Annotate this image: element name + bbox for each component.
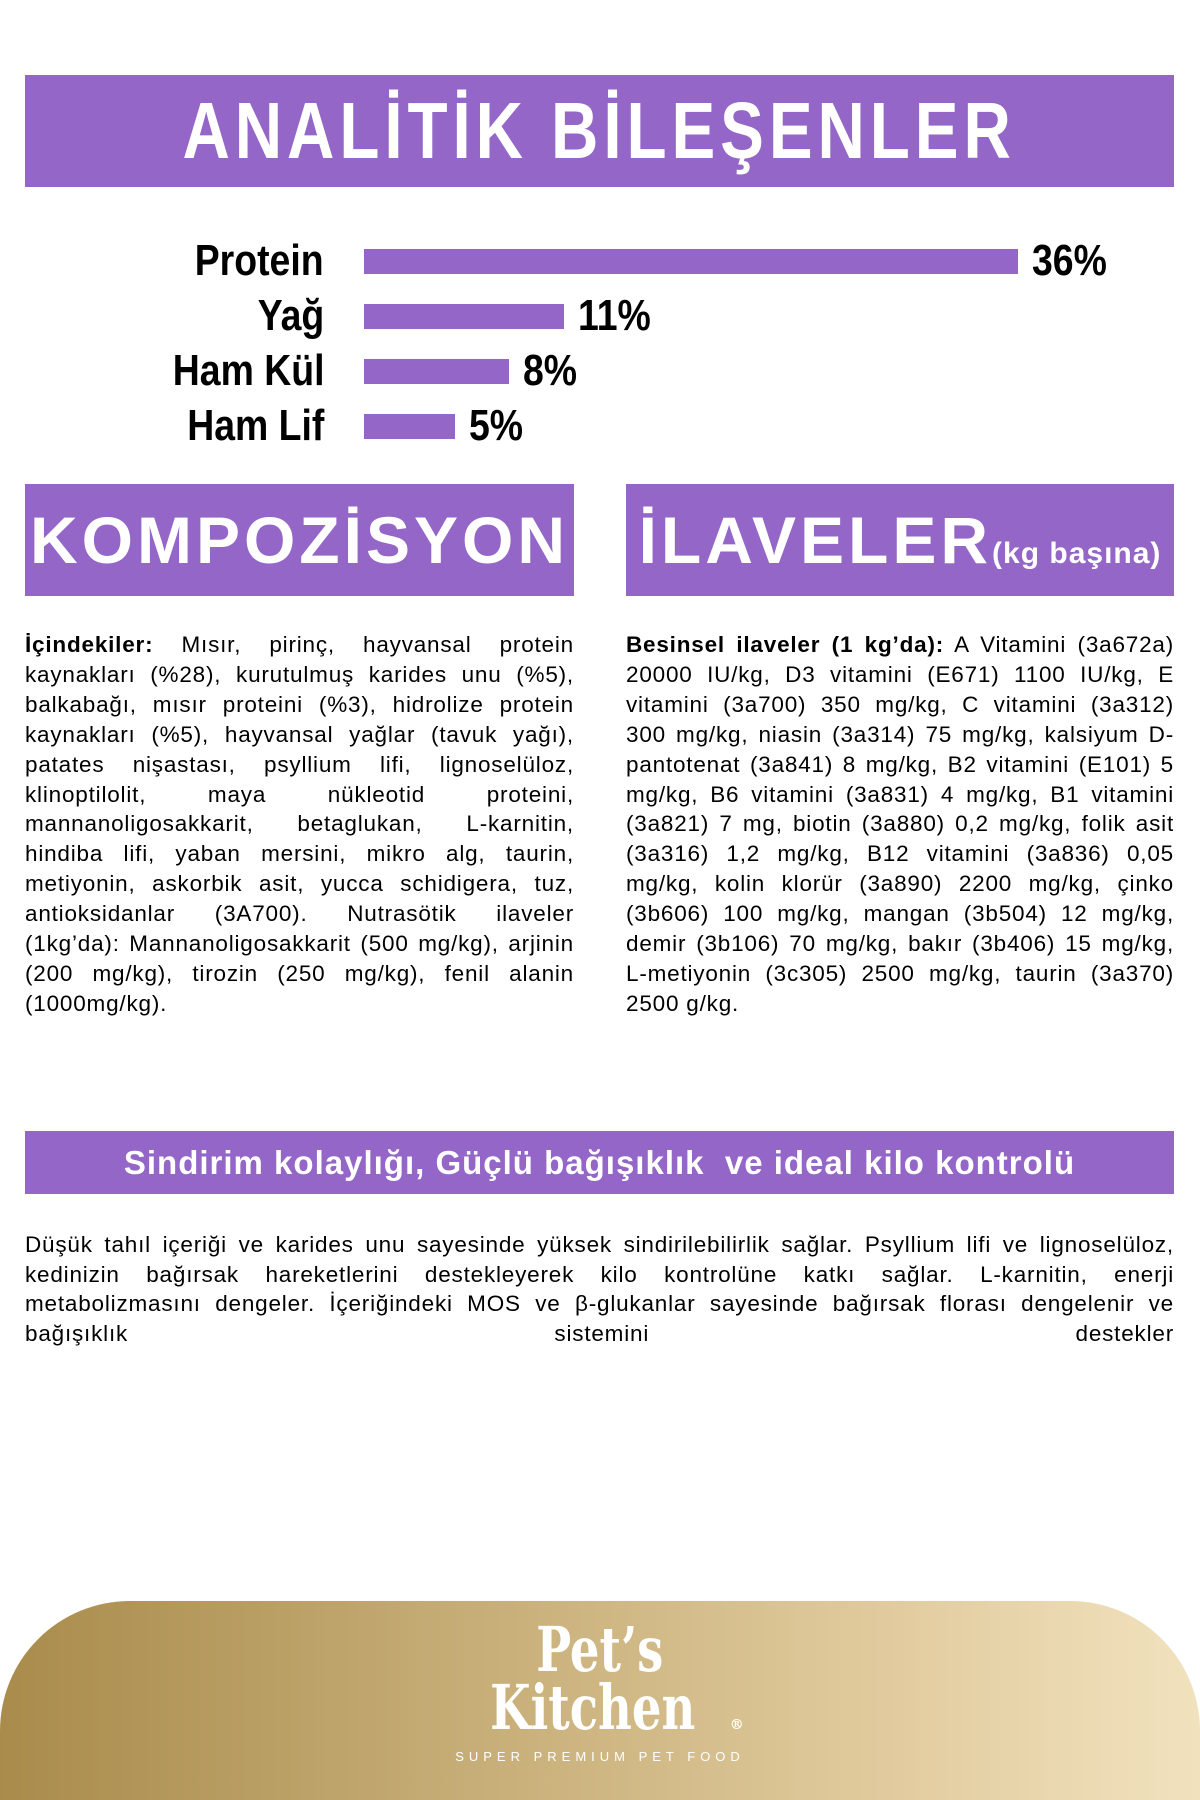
composition-header: KOMPOZİSYON bbox=[25, 484, 574, 596]
additives-heading-suffix: (kg başına) bbox=[992, 537, 1162, 570]
bar bbox=[364, 249, 1018, 274]
logo-tagline: SUPER PREMIUM PET FOOD bbox=[455, 1749, 745, 1764]
page-title: ANALİTİK BİLEŞENLER bbox=[182, 86, 1017, 175]
logo-line-2: Kitchen bbox=[490, 1671, 696, 1744]
bar-label: Ham Lif bbox=[186, 401, 324, 450]
additives-header: İLAVELER (kg başına) bbox=[626, 484, 1174, 596]
benefits-banner: Sindirim kolaylığı, Güçlü bağışıklık ve … bbox=[25, 1131, 1174, 1194]
benefits-banner-text: Sindirim kolaylığı, Güçlü bağışıklık ve … bbox=[123, 1143, 1076, 1181]
additives-text: Besinsel ilaveler (1 kg’da): A Vitamini … bbox=[626, 630, 1174, 1019]
bar-row: Protein 36% bbox=[0, 236, 1200, 286]
logo-line-1: Pet’s bbox=[536, 1613, 664, 1686]
registered-mark: ® bbox=[729, 1717, 744, 1733]
additives-label: Besinsel ilaveler (1 kg’da): bbox=[626, 632, 945, 657]
bar-value-label: 11% bbox=[578, 291, 651, 340]
benefits-paragraph: Düşük tahıl içeriği ve karides unu sayes… bbox=[25, 1232, 1174, 1346]
bar bbox=[364, 414, 455, 439]
bar-label: Yağ bbox=[257, 291, 324, 340]
composition-heading: KOMPOZİSYON bbox=[29, 503, 570, 577]
composition-text: İçindekiler: Mısır, pirinç, hayvansal pr… bbox=[25, 630, 574, 1019]
bar-row: Yağ 11% bbox=[0, 291, 1200, 341]
bar-label: Protein bbox=[195, 236, 324, 285]
pets-kitchen-logo: Pet’s Kitchen ® SUPER PREMIUM PET FOOD bbox=[0, 1613, 1200, 1765]
bar-value-label: 8% bbox=[523, 346, 578, 395]
footer: Pet’s Kitchen ® SUPER PREMIUM PET FOOD bbox=[0, 1601, 1200, 1800]
bar-value-label: 5% bbox=[469, 401, 524, 450]
bar bbox=[364, 304, 564, 329]
additives-heading: İLAVELER bbox=[638, 503, 993, 577]
composition-body: Mısır, pirinç, hayvansal protein kaynakl… bbox=[25, 632, 574, 1016]
analytic-components-header: ANALİTİK BİLEŞENLER bbox=[25, 75, 1174, 187]
bar-row: Ham Lif 5% bbox=[0, 401, 1200, 451]
bar bbox=[364, 359, 509, 384]
bar-row: Ham Kül 8% bbox=[0, 346, 1200, 396]
additives-body: A Vitamini (3a672a) 20000 IU/kg, D3 vita… bbox=[626, 632, 1174, 1016]
bar-value-label: 36% bbox=[1032, 236, 1107, 285]
composition-label: İçindekiler: bbox=[25, 632, 154, 657]
bar-label: Ham Kül bbox=[172, 346, 324, 395]
